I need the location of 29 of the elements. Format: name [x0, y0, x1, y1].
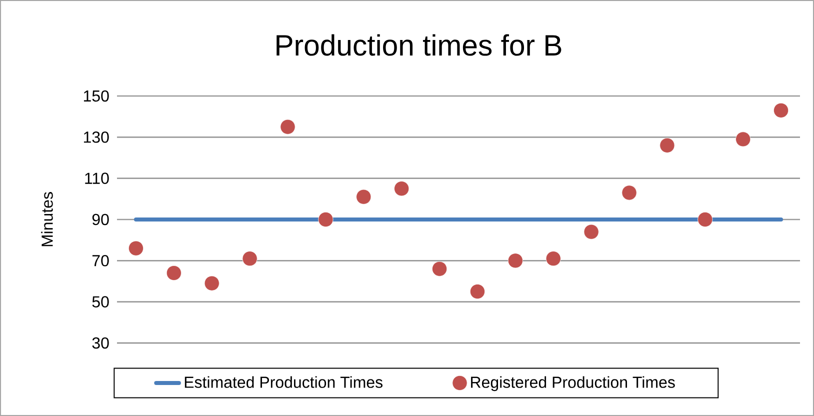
- y-tick-label: 130: [84, 132, 109, 143]
- point: [622, 185, 637, 200]
- point: [660, 138, 675, 153]
- point: [432, 261, 448, 276]
- point: [470, 284, 486, 300]
- point: [166, 265, 182, 281]
- point: [242, 251, 258, 266]
- point: [356, 189, 372, 204]
- y-tick-label: 150: [84, 90, 109, 102]
- y-tick-label: 110: [85, 172, 109, 184]
- legend-label: Estimated Production Times: [184, 376, 382, 388]
- point: [204, 276, 220, 291]
- point: [698, 212, 713, 228]
- point: [736, 132, 751, 147]
- point: [546, 251, 561, 266]
- point: [394, 181, 410, 196]
- point: [508, 253, 523, 268]
- point: [128, 240, 144, 256]
- y-tick-label: 30: [92, 337, 109, 349]
- y-tick-label: 50: [92, 296, 109, 308]
- y-tick-label: 90: [92, 214, 109, 226]
- legend-label: Registered Production Times: [471, 376, 675, 392]
- y-tick-label: 70: [92, 254, 109, 266]
- point: [773, 102, 789, 118]
- y-axis-title: Minutes: [41, 192, 53, 246]
- point: [584, 224, 599, 240]
- point: [280, 119, 296, 134]
- point: [318, 212, 334, 228]
- chart-title: Production times for B: [276, 34, 562, 56]
